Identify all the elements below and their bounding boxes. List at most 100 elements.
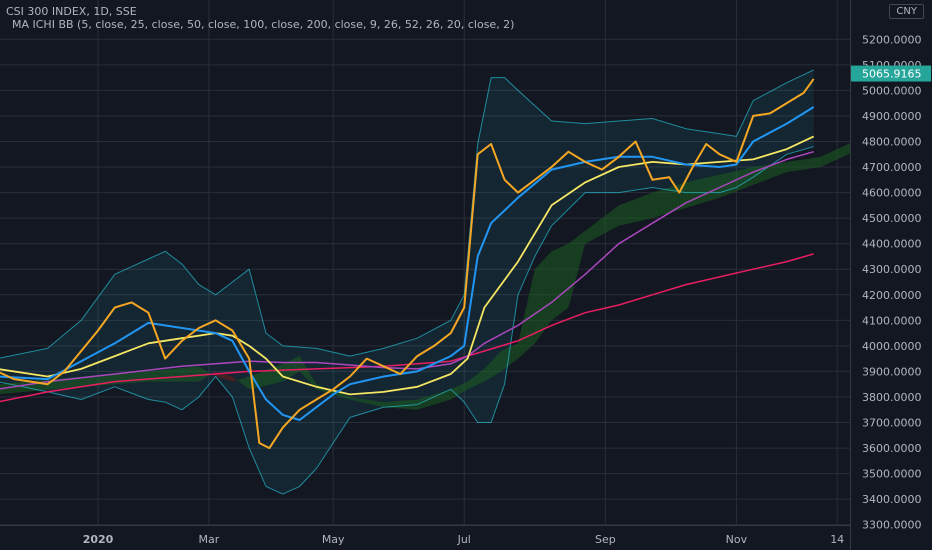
ichimoku-cloud-segment — [638, 196, 643, 222]
ichimoku-cloud-segment — [87, 375, 92, 387]
ichimoku-cloud-segment — [507, 346, 512, 367]
ichimoku-cloud-segment — [279, 363, 283, 383]
ichimoku-cloud-segment — [558, 246, 562, 316]
ichimoku-cloud-segment — [702, 177, 707, 203]
currency-button[interactable]: CNY — [889, 4, 924, 19]
ichimoku-cloud-segment — [504, 347, 508, 369]
ichimoku-cloud-segment — [259, 371, 263, 388]
ichimoku-cloud-segment — [571, 238, 576, 295]
ichimoku-cloud-segment — [628, 200, 633, 224]
ichimoku-cloud-segment — [696, 179, 700, 205]
ichimoku-cloud-segment — [467, 379, 471, 390]
x-tick-label: 2020 — [83, 533, 114, 546]
chart-title: CSI 300 INDEX, 1D, SSE — [6, 5, 137, 18]
x-tick-label: Nov — [726, 533, 748, 546]
y-tick-label: 4500.0000 — [862, 212, 922, 225]
ichimoku-cloud-segment — [84, 376, 88, 387]
ichimoku-cloud-segment — [178, 368, 182, 382]
ichimoku-cloud-segment — [575, 236, 579, 282]
ichimoku-cloud-segment — [346, 395, 350, 400]
ichimoku-cloud-segment — [682, 182, 686, 209]
ichimoku-cloud-segment — [817, 156, 821, 168]
ichimoku-cloud-segment — [544, 254, 549, 330]
ichimoku-cloud-segment — [591, 223, 596, 241]
ichimoku-cloud-segment — [397, 400, 401, 409]
ichimoku-cloud-segment — [138, 371, 142, 383]
ichimoku-cloud-segment — [370, 400, 374, 405]
ichimoku-cloud-segment — [383, 401, 387, 408]
ichimoku-cloud-segment — [427, 395, 431, 407]
ichimoku-cloud-segment — [118, 373, 122, 384]
ichimoku-cloud-segment — [786, 161, 791, 173]
y-tick-label: 3500.0000 — [862, 468, 922, 481]
ichimoku-cloud-segment — [376, 401, 381, 407]
y-tick-label: 4200.0000 — [862, 289, 922, 302]
x-tick-label: 14 — [830, 533, 844, 546]
ichimoku-cloud-segment — [232, 376, 236, 382]
ichimoku-cloud-segment — [67, 377, 72, 388]
ichimoku-cloud-segment — [306, 367, 310, 383]
ichimoku-cloud-segment — [299, 356, 303, 376]
y-tick-label: 5000.0000 — [862, 84, 922, 97]
ichimoku-cloud-segment — [501, 349, 505, 372]
ichimoku-cloud-segment — [534, 265, 539, 344]
ichimoku-cloud-segment — [111, 373, 115, 385]
ichimoku-cloud-segment — [289, 359, 293, 378]
ichimoku-cloud-segment — [793, 160, 797, 172]
y-tick-label: 4400.0000 — [862, 238, 922, 251]
indicator-legend: MA ICHI BB (5, close, 25, close, 50, clo… — [12, 18, 515, 31]
ichimoku-cloud-segment — [195, 366, 199, 382]
ichimoku-cloud-segment — [739, 169, 744, 191]
ichimoku-cloud-segment — [672, 185, 676, 212]
ichimoku-cloud-segment — [561, 245, 566, 313]
ichimoku-cloud-segment — [632, 198, 636, 223]
ichimoku-cloud-segment — [168, 369, 172, 382]
ichimoku-cloud-segment — [843, 144, 848, 157]
ichimoku-cloud-segment — [77, 376, 82, 388]
ichimoku-cloud-segment — [615, 205, 619, 228]
ichimoku-cloud-segment — [709, 176, 713, 201]
ichimoku-cloud-segment — [497, 350, 502, 374]
ichimoku-cloud-segment — [309, 372, 314, 386]
ichimoku-cloud-segment — [800, 159, 804, 171]
ichimoku-cloud-segment — [608, 210, 613, 232]
ichimoku-cloud-segment — [239, 378, 243, 385]
ichimoku-cloud-segment — [423, 396, 428, 408]
ichimoku-cloud-segment — [645, 193, 650, 220]
ichimoku-cloud-segment — [71, 377, 75, 388]
ichimoku-cloud-segment — [766, 164, 770, 180]
ichimoku-cloud-segment — [407, 400, 411, 410]
y-tick-label: 4700.0000 — [862, 161, 922, 174]
ichimoku-cloud-segment — [356, 397, 361, 402]
ichimoku-cloud-segment — [148, 371, 152, 382]
ichimoku-cloud-segment — [155, 370, 159, 382]
y-tick-label: 4100.0000 — [862, 314, 922, 327]
ichimoku-cloud-segment — [121, 373, 125, 384]
ichimoku-cloud-segment — [302, 361, 307, 379]
y-tick-label: 4800.0000 — [862, 135, 922, 148]
ichimoku-cloud-segment — [602, 215, 606, 235]
ichimoku-cloud-segment — [803, 158, 807, 170]
ichimoku-cloud-segment — [128, 372, 132, 384]
ichimoku-cloud-segment — [182, 367, 186, 382]
ichimoku-cloud-segment — [444, 390, 448, 402]
ichimoku-cloud-segment — [91, 375, 95, 386]
series-line-bb-lower — [0, 146, 814, 495]
ichimoku-cloud-segment — [491, 358, 495, 378]
ichimoku-cloud-segment — [840, 146, 844, 158]
series-line-ma50 — [0, 135, 815, 396]
ichimoku-cloud-segment — [484, 365, 488, 382]
ichimoku-cloud-segment — [235, 379, 240, 382]
ichimoku-cloud-segment — [457, 384, 461, 396]
ichimoku-cloud-segment — [373, 400, 377, 406]
ichimoku-cloud-segment — [185, 367, 189, 382]
ichimoku-cloud-segment — [830, 150, 834, 163]
y-tick-label: 3800.0000 — [862, 391, 922, 404]
ichimoku-cloud-segment — [141, 371, 146, 383]
ichimoku-cloud-segment — [98, 375, 102, 386]
ichimoku-cloud-segment — [554, 248, 559, 318]
ichimoku-cloud-segment — [464, 381, 468, 392]
ichimoku-cloud-segment — [833, 149, 838, 161]
y-tick-label: 3600.0000 — [862, 442, 922, 455]
